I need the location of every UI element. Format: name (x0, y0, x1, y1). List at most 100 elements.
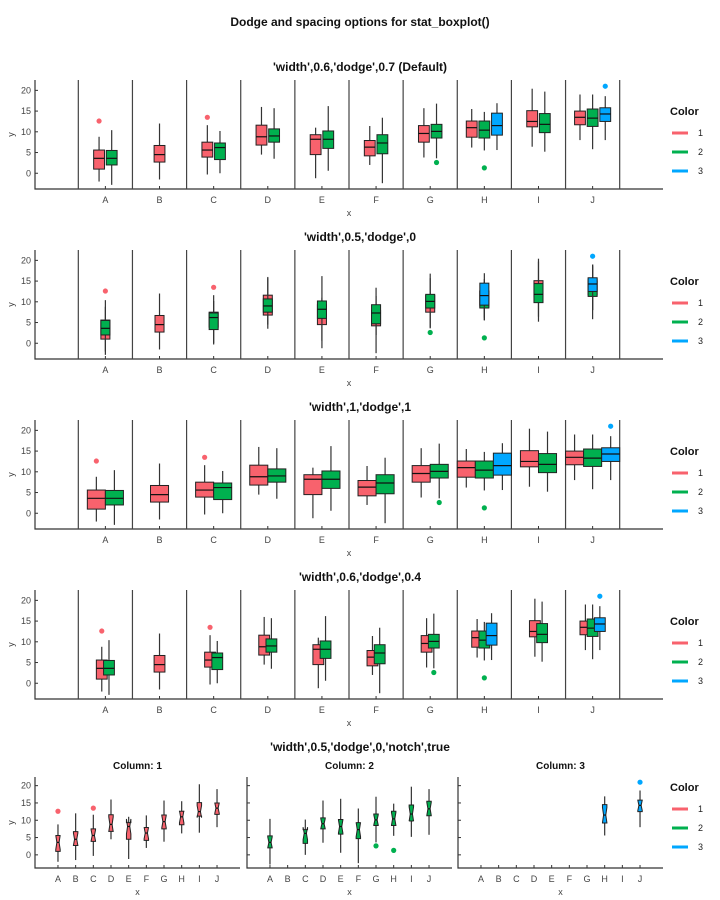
panel-2: 'width',0.5,'dodge',0 0 5 10 15 20 A B C D E F G H I Jx… (6, 230, 663, 388)
box-body (103, 659, 115, 676)
x-tick-label: H (481, 365, 488, 375)
box-1-B (154, 293, 165, 350)
box-body (108, 814, 114, 832)
box-2-D (262, 278, 273, 329)
figure-title: Dodge and spacing options for stat_boxpl… (230, 15, 489, 29)
y-axis-label: y (6, 132, 16, 137)
y-tick-label: 20 (21, 781, 31, 791)
x-tick-label: C (513, 874, 520, 884)
outlier-point (373, 843, 379, 849)
box-body (376, 134, 389, 155)
x-tick-label: B (157, 195, 163, 205)
box-1-A (55, 808, 61, 862)
box-1-D (249, 446, 269, 495)
y-tick-label: 15 (21, 106, 31, 116)
box-2-G (429, 443, 449, 506)
box-2-D (268, 108, 281, 159)
x-tick-label: H (390, 874, 397, 884)
box-1-G (161, 800, 167, 842)
box-2-A (105, 130, 118, 185)
box-body (601, 804, 608, 824)
box-body (303, 474, 323, 496)
x-tick-label: F (356, 874, 362, 884)
panel-4: 'width',0.6,'dodge',0.4 0 5 10 15 20 A B C D E F G H I… (6, 570, 663, 728)
legend: Color 1 2 3 (670, 616, 703, 686)
outlier-point (590, 253, 596, 259)
x-tick-label: A (267, 874, 273, 884)
box-1-I (526, 88, 539, 147)
x-tick-label: I (198, 874, 201, 884)
x-tick-label: A (102, 195, 108, 205)
box-body (593, 617, 606, 632)
box-2-G (425, 273, 436, 336)
box-1-I (196, 784, 203, 833)
box-1-G (417, 108, 430, 158)
axis-lines (246, 777, 452, 869)
box-body (485, 622, 498, 646)
box-body (373, 644, 386, 665)
x-tick-label: F (373, 705, 379, 715)
box-body (105, 149, 118, 166)
x-axis-label: x (347, 548, 352, 558)
panel-3: 'width',1,'dodge',1 0 5 10 15 20 A B C D E F G H I Jx y (6, 400, 663, 558)
x-tick-label: I (621, 874, 624, 884)
box-2-I (537, 431, 558, 492)
box-body (533, 283, 544, 304)
x-tick-label: B (496, 874, 502, 884)
legend-label-3: 3 (698, 166, 703, 176)
x-axis-label: x (347, 208, 352, 218)
box-body (72, 831, 79, 847)
outlier-point (431, 669, 437, 676)
x-tick-label: D (320, 874, 327, 884)
facet-title: Column: 2 (325, 761, 374, 772)
panel-title: 'width',0.5,'dodge',0 (304, 230, 416, 244)
x-tick-label: H (178, 874, 185, 884)
outlier-point (90, 805, 96, 811)
box-2-D (320, 800, 326, 843)
box-2-A (267, 818, 273, 865)
box-body (93, 149, 105, 170)
box-2-A (103, 640, 115, 695)
y-tick-label: 5 (26, 833, 31, 843)
x-tick-label: A (55, 874, 61, 884)
box-1-J (579, 604, 592, 651)
box-1-D (255, 106, 268, 155)
outlier-point (202, 454, 208, 460)
y-axis-label: y (6, 472, 16, 477)
y-tick-label: 20 (21, 85, 31, 95)
box-2-C (302, 819, 309, 855)
box-body (357, 480, 377, 497)
panel-title: 'width',0.6,'dodge',0.7 (Default) (273, 60, 447, 74)
box-body (601, 447, 621, 462)
panel-title: 'width',0.6,'dodge',0.4 (299, 570, 421, 584)
box-body (178, 810, 185, 826)
box-body (371, 304, 382, 325)
legend: Color 1 2 3 (670, 276, 703, 346)
box-2-G (373, 796, 379, 849)
box-1-H (178, 801, 185, 834)
box-2-J (583, 434, 603, 490)
x-axis-label: x (347, 718, 352, 728)
y-tick-label: 10 (21, 815, 31, 825)
box-2-A (104, 470, 124, 525)
box-2-E (322, 106, 335, 171)
box-body (302, 827, 309, 844)
box-2-I (533, 261, 544, 322)
outlier-point (427, 329, 433, 336)
outlier-point (93, 458, 99, 464)
box-body (587, 277, 598, 292)
x-tick-label: I (537, 535, 540, 545)
box-3-H (492, 443, 512, 491)
box-1-F (143, 815, 150, 848)
x-tick-label: I (537, 705, 540, 715)
box-body (355, 822, 362, 840)
y-tick-label: 0 (26, 508, 31, 518)
outlier-point (481, 675, 487, 681)
x-tick-label: D (265, 365, 272, 375)
x-tick-label: D (531, 874, 538, 884)
outlier-point (102, 288, 108, 294)
box-3-H (485, 613, 498, 661)
box-body (213, 482, 233, 501)
box-body (125, 818, 132, 840)
box-2-G (427, 613, 440, 676)
